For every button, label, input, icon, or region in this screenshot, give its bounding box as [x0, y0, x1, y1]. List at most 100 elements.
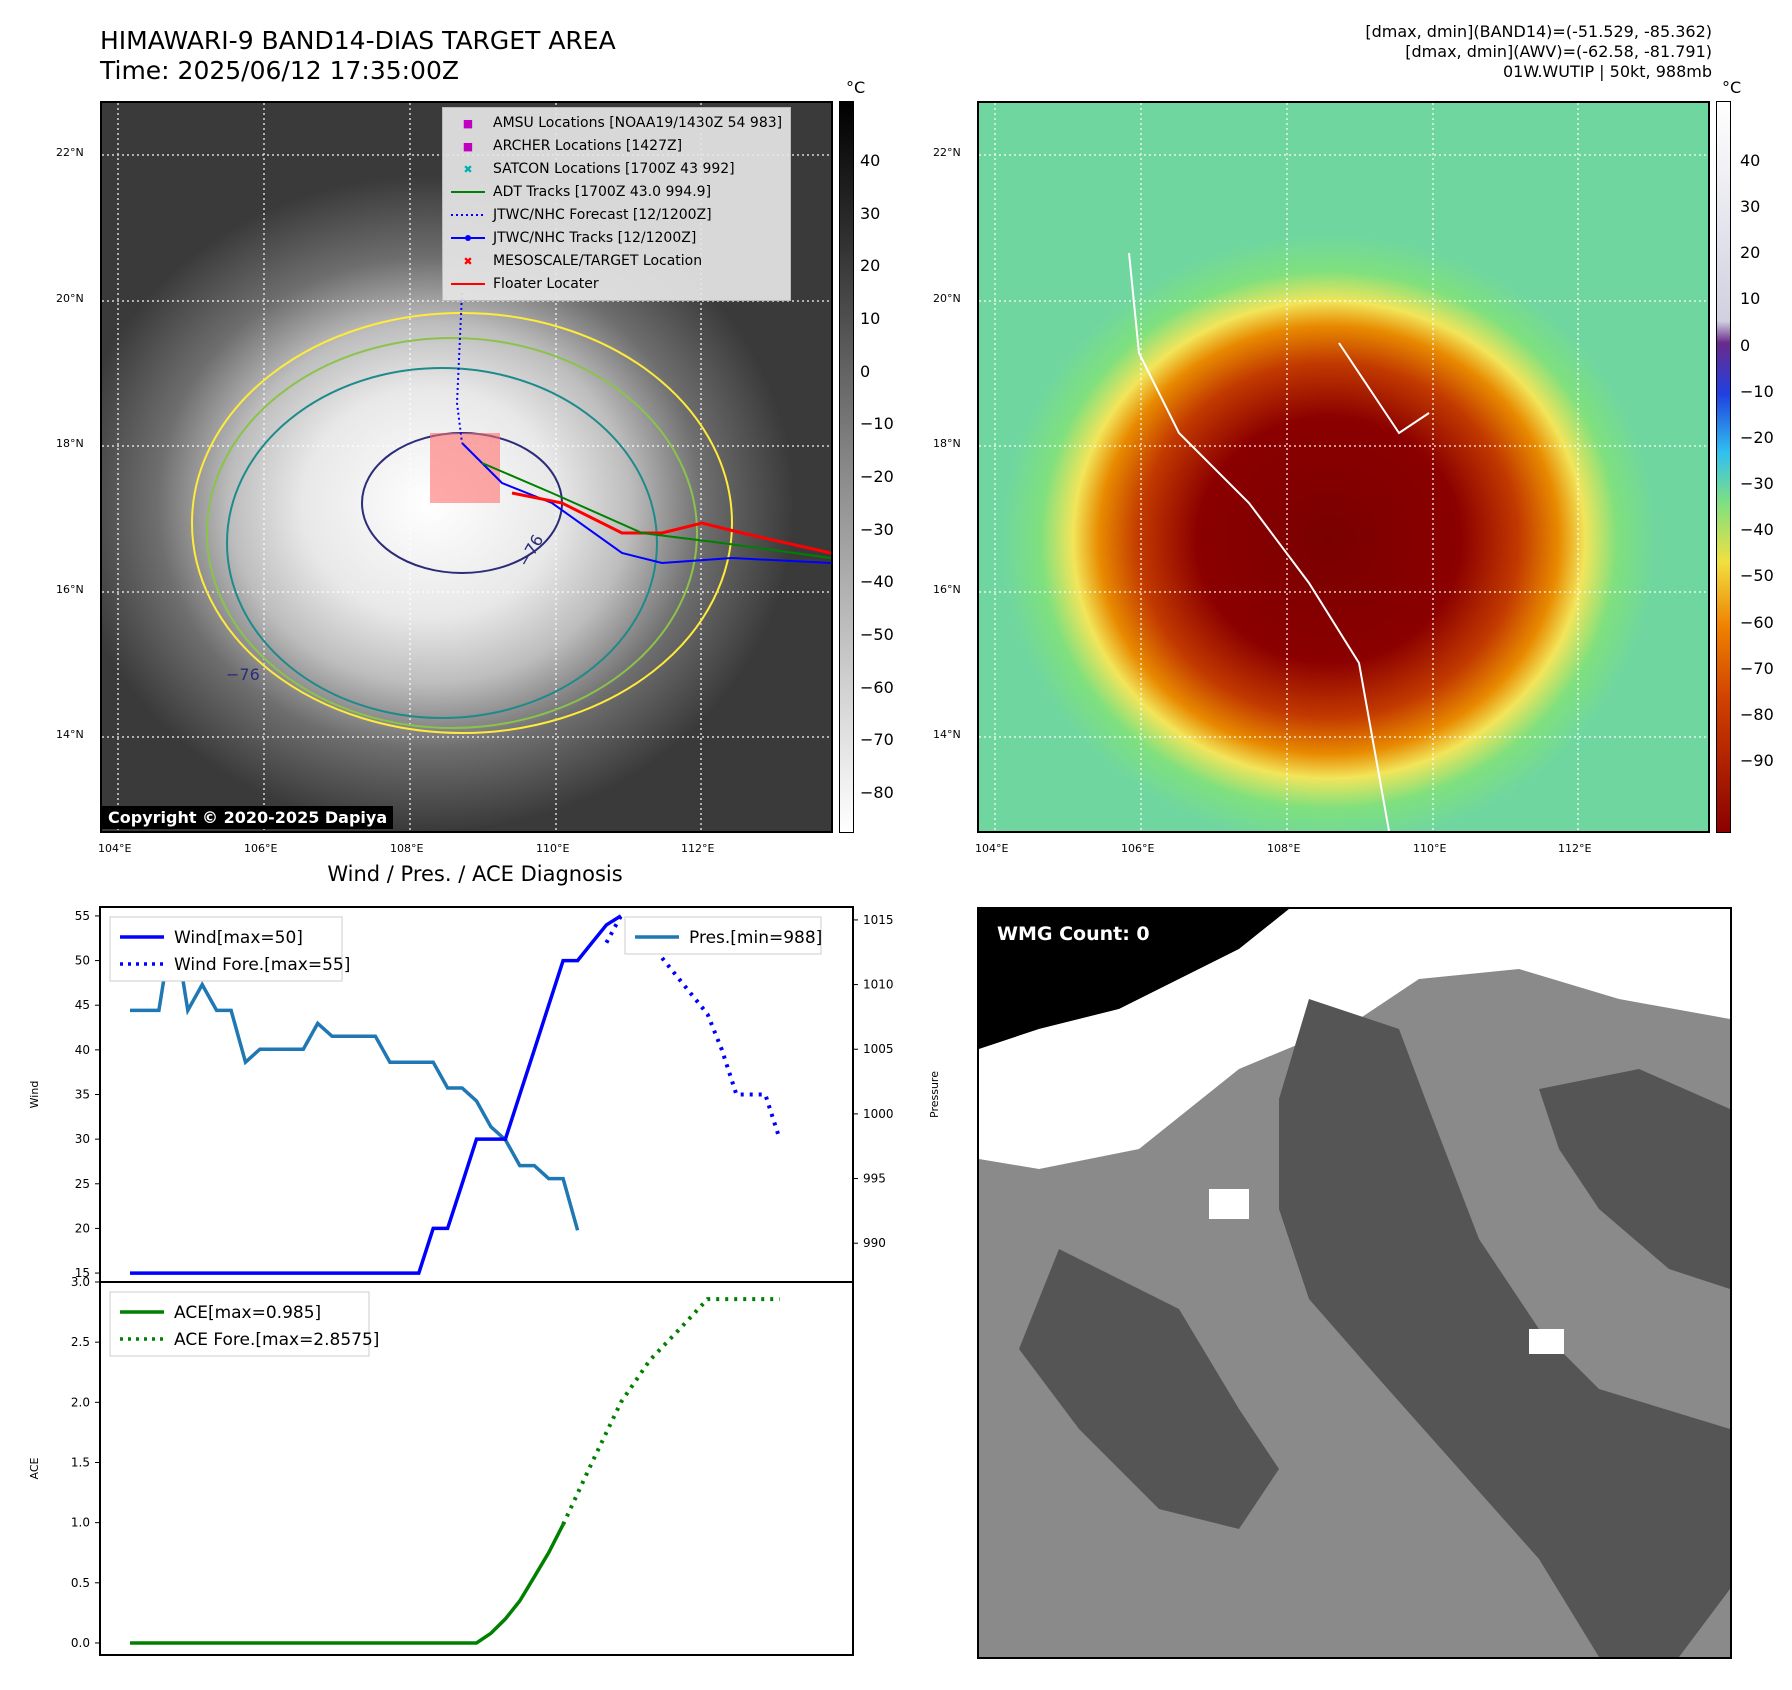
- wind-tick-label: 40: [75, 1043, 90, 1057]
- wmg-dark-band-3: [1539, 1069, 1730, 1289]
- band14-colorbar-tick: −60: [860, 677, 894, 697]
- legend-label: MESOSCALE/TARGET Location: [493, 253, 703, 269]
- legend-entry: JTWC/NHC Tracks [12/1200Z]: [451, 227, 782, 250]
- legend-entry: ■ AMSU Locations [NOAA19/1430Z 54 983]: [451, 112, 782, 135]
- contour-label-2: −76: [514, 531, 547, 570]
- wind-tick-label: 15: [75, 1266, 90, 1280]
- ace-tick-label: 3.0: [71, 1275, 90, 1289]
- wind-legend-label: Wind[max=50]: [174, 928, 303, 948]
- lon-label: 108°E: [1267, 842, 1301, 855]
- wind-tick-label: 25: [75, 1177, 90, 1191]
- awv-colorbar-tick: −90: [1740, 751, 1774, 770]
- legend-entry: ✖ SATCON Locations [1700Z 43 992]: [451, 158, 782, 181]
- band14-colorbar-tick: −50: [860, 625, 894, 644]
- ace-forecast-series-line: [561, 1297, 780, 1526]
- wind-legend-box: [109, 916, 343, 982]
- lon-label: 106°E: [1121, 842, 1155, 855]
- ace-tick-label: 2.5: [71, 1335, 90, 1349]
- legend-marker-icon: ✖: [463, 163, 473, 176]
- band14-colorbar-tick: 20: [860, 256, 881, 276]
- lat-label: 16°N: [56, 583, 84, 596]
- chart-title: HIMAWARI-9 BAND14-DIAS TARGET AREA: [100, 26, 616, 55]
- meta-band14-range: [dmax, dmin](BAND14)=(-51.529, -85.362): [1365, 22, 1712, 41]
- lat-label: 22°N: [933, 146, 961, 159]
- awv-map: [977, 101, 1710, 833]
- wmg-panel: WMG Count: 0: [977, 907, 1732, 1659]
- lon-label: 110°E: [536, 842, 570, 855]
- band14-colorbar-tick: −80: [860, 783, 894, 802]
- band14-colorbar-tick: −20: [860, 467, 894, 486]
- pressure-tick-label: 1005: [863, 1042, 894, 1056]
- pressure-tick-label: 1010: [863, 978, 894, 992]
- wind-tick-label: 35: [75, 1088, 90, 1102]
- contour-teal: [226, 367, 658, 719]
- lat-label: 14°N: [56, 728, 84, 741]
- lat-label: 20°N: [56, 292, 84, 305]
- lat-label: 18°N: [56, 437, 84, 450]
- lon-label: 104°E: [975, 842, 1009, 855]
- pressure-tick-label: 1015: [863, 913, 894, 927]
- band14-colorbar: [839, 101, 854, 833]
- wind-series-line: [130, 914, 622, 1275]
- pressure-axis-label: Pressure: [928, 1071, 941, 1118]
- legend-marker-icon: [451, 181, 485, 204]
- awv-colorbar-tick: 20: [1740, 243, 1761, 263]
- band14-colorbar-tick: 0: [860, 361, 871, 381]
- band14-map: −76 −76 ■ AMSU Locations [NOAA19/1430Z 54…: [100, 101, 833, 833]
- ace-tick-label: 1.5: [71, 1455, 90, 1469]
- ace-legend-label: ACE Fore.[max=2.8575]: [174, 1330, 379, 1350]
- band14-colorbar-tick: 10: [860, 309, 881, 328]
- ace-legend-box: [109, 1291, 370, 1357]
- awv-colorbar: [1716, 101, 1731, 833]
- legend-marker-icon: ■: [462, 140, 474, 153]
- lon-label: 108°E: [390, 842, 424, 855]
- legend-marker-icon: ✖: [463, 255, 473, 268]
- band14-colorbar-tick: −30: [860, 519, 894, 539]
- map-legend: ■ AMSU Locations [NOAA19/1430Z 54 983] ■ AR…: [442, 107, 792, 301]
- wind-tick-label: 20: [75, 1221, 90, 1235]
- legend-entry: JTWC/NHC Forecast [12/1200Z]: [451, 204, 782, 227]
- legend-marker-icon: ■: [462, 117, 474, 130]
- floater-track: [511, 491, 831, 555]
- legend-label: JTWC/NHC Tracks [12/1200Z]: [493, 230, 697, 246]
- legend-label: ARCHER Locations [1427Z]: [493, 138, 683, 154]
- diagnosis-chart: 15 20 25 30 35 40 45 50 55 990 995 1000 1005 1010 1015…: [28, 906, 941, 1656]
- awv-colorbar-tick: −30: [1740, 474, 1774, 494]
- lon-label: 112°E: [1558, 842, 1592, 855]
- jtwc-track: [461, 442, 831, 565]
- pressure-tick-label: 1000: [863, 1107, 894, 1121]
- legend-label: SATCON Locations [1700Z 43 992]: [493, 161, 735, 177]
- awv-colorbar-tick: −80: [1740, 704, 1774, 724]
- legend-entry: ✖ MESOSCALE/TARGET Location: [451, 250, 782, 273]
- wmg-dark-band-2: [1019, 1249, 1279, 1529]
- legend-entry: Floater Locater: [451, 273, 782, 296]
- awv-colorbar-tick: −60: [1740, 612, 1774, 632]
- lat-label: 14°N: [933, 728, 961, 741]
- forecast-track: [455, 292, 463, 444]
- legend-entry: ■ ARCHER Locations [1427Z]: [451, 135, 782, 158]
- contour-green: [206, 337, 698, 729]
- band14-colorbar-tick: −10: [860, 414, 894, 434]
- pressure-tick-label: 990: [863, 1236, 886, 1250]
- meta-storm-info: 01W.WUTIP | 50kt, 988mb: [1502, 62, 1712, 81]
- awv-colorbar-tick: −20: [1740, 427, 1774, 447]
- wind-tick-label: 55: [75, 909, 90, 923]
- wmg-white-patch: [1209, 1189, 1249, 1219]
- awv-colorbar-tick: −50: [1740, 566, 1774, 586]
- pressure-legend-label: Pres.[min=988]: [689, 928, 822, 948]
- meta-awv-range: [dmax, dmin](AWV)=(-62.58, -81.791): [1405, 42, 1712, 61]
- lat-label: 20°N: [933, 292, 961, 305]
- lat-label: 22°N: [56, 146, 84, 159]
- chart-time: Time: 2025/06/12 17:35:00Z: [100, 56, 459, 85]
- wind-tick-label: 50: [75, 954, 90, 968]
- legend-label: ADT Tracks [1700Z 43.0 994.9]: [493, 184, 712, 200]
- ace-series-line: [130, 1523, 565, 1645]
- ace-legend-label: ACE[max=0.985]: [174, 1303, 321, 1323]
- ace-axis-label: ACE: [28, 1457, 41, 1479]
- awv-colorbar-unit: °C: [1722, 78, 1742, 97]
- lon-label: 112°E: [681, 842, 715, 855]
- awv-colorbar-tick: −70: [1740, 658, 1774, 678]
- band14-colorbar-tick: −70: [860, 730, 894, 750]
- wmg-white-region: [979, 909, 1730, 1169]
- band14-colorbar-tick: −40: [860, 572, 894, 592]
